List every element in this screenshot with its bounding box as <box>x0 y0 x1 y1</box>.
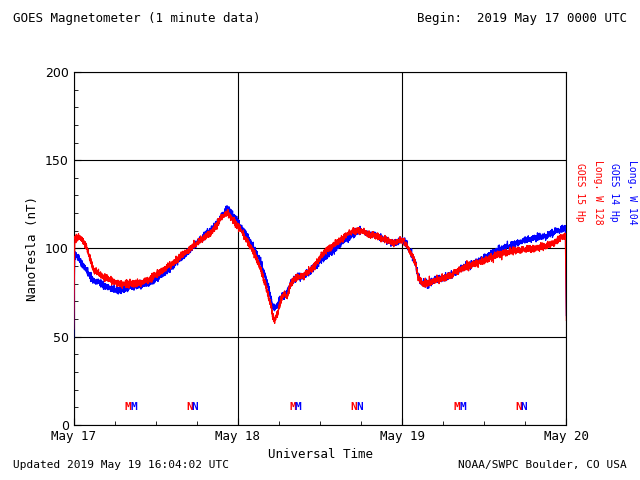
Text: M: M <box>131 402 137 412</box>
Text: N: N <box>186 402 193 412</box>
Text: Long. W 104: Long. W 104 <box>627 160 637 224</box>
Text: M: M <box>454 402 460 412</box>
Text: M: M <box>295 402 301 412</box>
Y-axis label: NanoTesla (nT): NanoTesla (nT) <box>26 196 39 301</box>
Text: M: M <box>459 402 466 412</box>
Text: N: N <box>192 402 198 412</box>
Text: N: N <box>515 402 522 412</box>
Text: NOAA/SWPC Boulder, CO USA: NOAA/SWPC Boulder, CO USA <box>458 460 627 470</box>
Text: N: N <box>351 402 358 412</box>
Text: M: M <box>289 402 296 412</box>
Text: N: N <box>520 402 527 412</box>
Text: N: N <box>356 402 363 412</box>
Text: GOES Magnetometer (1 minute data): GOES Magnetometer (1 minute data) <box>13 12 260 25</box>
X-axis label: Universal Time: Universal Time <box>268 448 372 461</box>
Text: Begin:  2019 May 17 0000 UTC: Begin: 2019 May 17 0000 UTC <box>417 12 627 25</box>
Text: Long. W 128: Long. W 128 <box>593 160 604 224</box>
Text: Updated 2019 May 19 16:04:02 UTC: Updated 2019 May 19 16:04:02 UTC <box>13 460 229 470</box>
Text: GOES 15 Hp: GOES 15 Hp <box>575 163 586 221</box>
Text: GOES 14 Hp: GOES 14 Hp <box>609 163 620 221</box>
Text: M: M <box>125 402 132 412</box>
